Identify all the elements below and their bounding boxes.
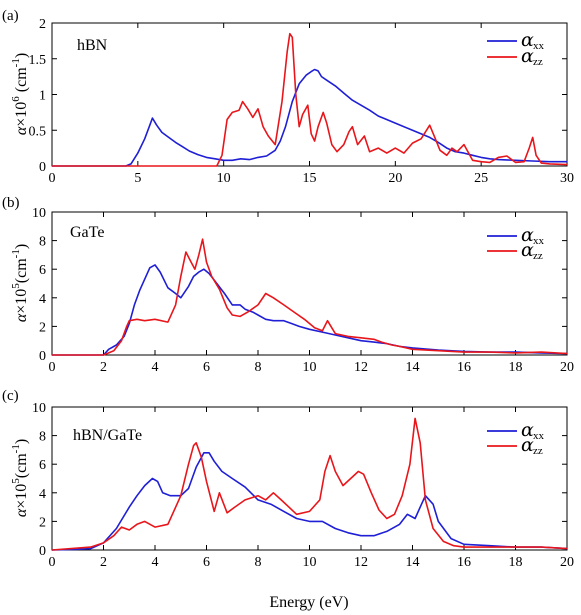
x-tick-label-a: 30 [560, 171, 574, 186]
y-tick-label-a: 1 [39, 89, 46, 104]
x-tick-label-c: 18 [509, 555, 523, 570]
x-tick-label-b: 18 [509, 360, 523, 375]
x-tick-label-b: 16 [457, 360, 471, 375]
y-tick-label-b: 2 [39, 320, 46, 335]
ticks-a: 0 5 10 15 20 25 30 0 0.5 1 1.5 2 [29, 17, 575, 186]
legend-sub-zz-a: zz [533, 56, 543, 68]
panel-label-b: (b) [2, 195, 20, 211]
x-tick-label-a: 10 [217, 171, 231, 186]
legend-sub-xx-c: xx [533, 430, 545, 442]
y-tick-label-c: 4 [39, 487, 46, 502]
y-tick-label-b: 6 [39, 263, 46, 278]
y-tick-label-a: 0.5 [29, 124, 47, 139]
panel-b: (b) 0 2 4 6 8 10 12 14 16 18 20 0 2 4 6 8 10 GaTe α xx α… [2, 195, 574, 375]
x-tick-label-b: 8 [255, 360, 262, 375]
x-tick-label-b: 2 [100, 360, 107, 375]
x-tick-label-b: 10 [303, 360, 317, 375]
y-axis-title-a: α×106 (cm-1) [10, 53, 30, 135]
y-axis-title-c: α×105(cm-1) [10, 439, 30, 517]
x-tick-label-b: 20 [560, 360, 574, 375]
legend-b: α xx α zz [487, 224, 545, 262]
panel-c: (c) 0 2 4 6 8 10 12 14 16 18 20 0 2 4 6 8 10 hBN/GaTe α … [2, 388, 574, 570]
x-tick-label-c: 2 [100, 555, 107, 570]
lines-c [51, 417, 568, 551]
y-tick-label-c: 2 [39, 515, 46, 530]
panel-label-c: (c) [2, 388, 19, 404]
lines-a [52, 32, 568, 167]
y-tick-label-a: 0 [39, 160, 46, 175]
x-tick-label-c: 16 [457, 555, 471, 570]
x-tick-label-b: 14 [406, 360, 420, 375]
legend-alpha-zz-c: α [521, 434, 534, 456]
x-tick-label-a: 0 [49, 171, 56, 186]
x-tick-label-c: 10 [303, 555, 317, 570]
x-tick-label-c: 4 [152, 555, 159, 570]
series-line-zz-a [52, 32, 568, 167]
legend-sub-zz-c: zz [533, 445, 543, 457]
y-tick-label-c: 6 [39, 458, 46, 473]
series-line-xx-b [52, 264, 568, 356]
series-line-xx-c [51, 451, 568, 551]
series-line-zz-b [52, 238, 568, 356]
x-tick-label-b: 0 [49, 360, 56, 375]
y-tick-label-c: 10 [32, 401, 46, 416]
legend-a: α xx α zz [487, 29, 545, 68]
y-tick-label-b: 10 [32, 206, 46, 221]
material-label-c: hBN/GaTe [73, 427, 142, 444]
legend-alpha-zz-b: α [521, 239, 534, 261]
x-tick-label-c: 14 [406, 555, 420, 570]
y-tick-label-c: 0 [39, 544, 46, 559]
x-axis-title: Energy (eV) [269, 594, 348, 611]
legend-alpha-xx-a: α [521, 29, 534, 51]
y-tick-label-a: 1.5 [29, 53, 47, 68]
x-tick-label-a: 25 [474, 171, 488, 186]
legend-alpha-zz-a: α [521, 45, 534, 67]
legend-alpha-xx-c: α [521, 419, 534, 441]
x-tick-label-a: 20 [388, 171, 402, 186]
x-tick-label-c: 6 [203, 555, 210, 570]
x-tick-label-b: 6 [203, 360, 210, 375]
lines-b [52, 238, 568, 356]
panel-label-a: (a) [2, 8, 19, 24]
y-tick-label-c: 8 [39, 430, 46, 445]
y-tick-label-b: 4 [39, 292, 46, 307]
legend-sub-xx-a: xx [533, 40, 545, 52]
y-tick-label-b: 8 [39, 235, 46, 250]
legend-c: α xx α zz [487, 419, 545, 457]
plot-frame-a [51, 22, 568, 167]
legend-sub-zz-b: zz [533, 250, 543, 262]
plot-frame-b [51, 211, 568, 356]
x-tick-label-b: 4 [152, 360, 159, 375]
ticks-b: 0 2 4 6 8 10 12 14 16 18 20 0 2 4 6 8 10 [32, 206, 574, 375]
x-tick-label-c: 8 [255, 555, 262, 570]
x-tick-label-a: 5 [134, 171, 141, 186]
y-tick-label-b: 0 [39, 349, 46, 364]
ticks-c: 0 2 4 6 8 10 12 14 16 18 20 0 2 4 6 8 10 [32, 401, 574, 570]
material-label-b: GaTe [70, 224, 104, 241]
y-axis-title-b: α×105(cm-1) [10, 244, 30, 322]
series-line-zz-c [51, 417, 568, 551]
legend-alpha-xx-b: α [521, 224, 534, 246]
x-tick-label-c: 20 [560, 555, 574, 570]
x-tick-label-b: 12 [354, 360, 368, 375]
legend-sub-xx-b: xx [533, 235, 545, 247]
x-tick-label-c: 0 [49, 555, 56, 570]
x-tick-label-a: 15 [303, 171, 317, 186]
y-tick-label-a: 2 [39, 17, 46, 32]
x-tick-label-c: 12 [354, 555, 368, 570]
material-label-a: hBN [77, 37, 108, 54]
